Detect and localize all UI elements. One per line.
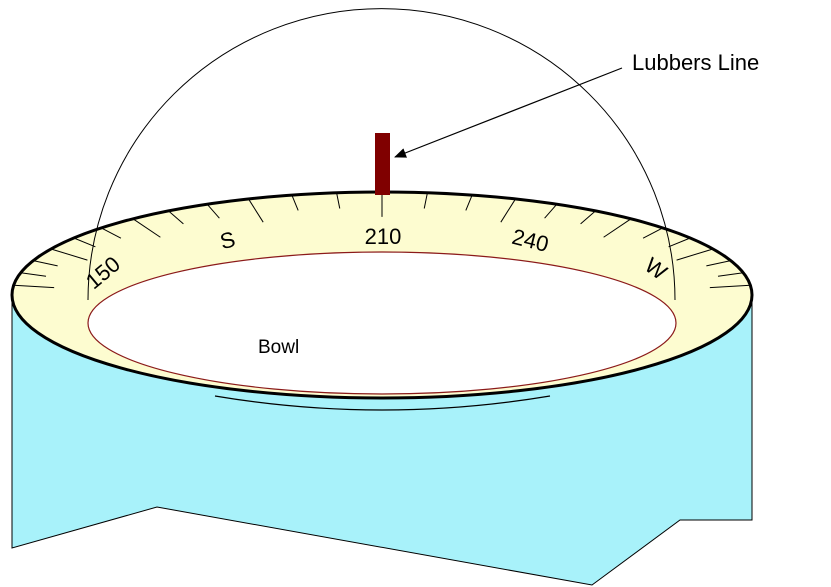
- tick: [248, 198, 264, 223]
- tick: [500, 198, 516, 223]
- tick: [73, 237, 96, 248]
- tick: [668, 237, 691, 248]
- tick: [33, 260, 58, 267]
- tick: [291, 194, 299, 211]
- tick: [336, 192, 341, 209]
- tick: [465, 194, 473, 211]
- tick: [706, 260, 731, 267]
- tick: [206, 203, 220, 219]
- callout-arrow: [394, 67, 623, 158]
- tick: [544, 203, 558, 219]
- tick: [20, 272, 47, 277]
- tick: [603, 218, 632, 238]
- tick: [717, 272, 744, 277]
- tick: [50, 248, 88, 261]
- dome: [87, 8, 676, 301]
- card-label: 210: [365, 224, 402, 249]
- bowl-label: Bowl: [258, 337, 299, 358]
- tick: [642, 227, 663, 239]
- tick: [13, 284, 55, 289]
- ticks: [13, 192, 751, 289]
- tick: [168, 210, 184, 225]
- dome-bottom: [214, 395, 551, 411]
- tick: [101, 227, 122, 239]
- lubber-line: [375, 133, 390, 195]
- tick: [580, 210, 596, 225]
- tick: [676, 248, 714, 261]
- tick: [132, 218, 161, 238]
- card-label: S: [217, 226, 237, 254]
- tick: [709, 284, 751, 289]
- tick: [423, 192, 428, 209]
- callout-label: Lubbers Line: [632, 50, 759, 75]
- bowl: [87, 251, 677, 395]
